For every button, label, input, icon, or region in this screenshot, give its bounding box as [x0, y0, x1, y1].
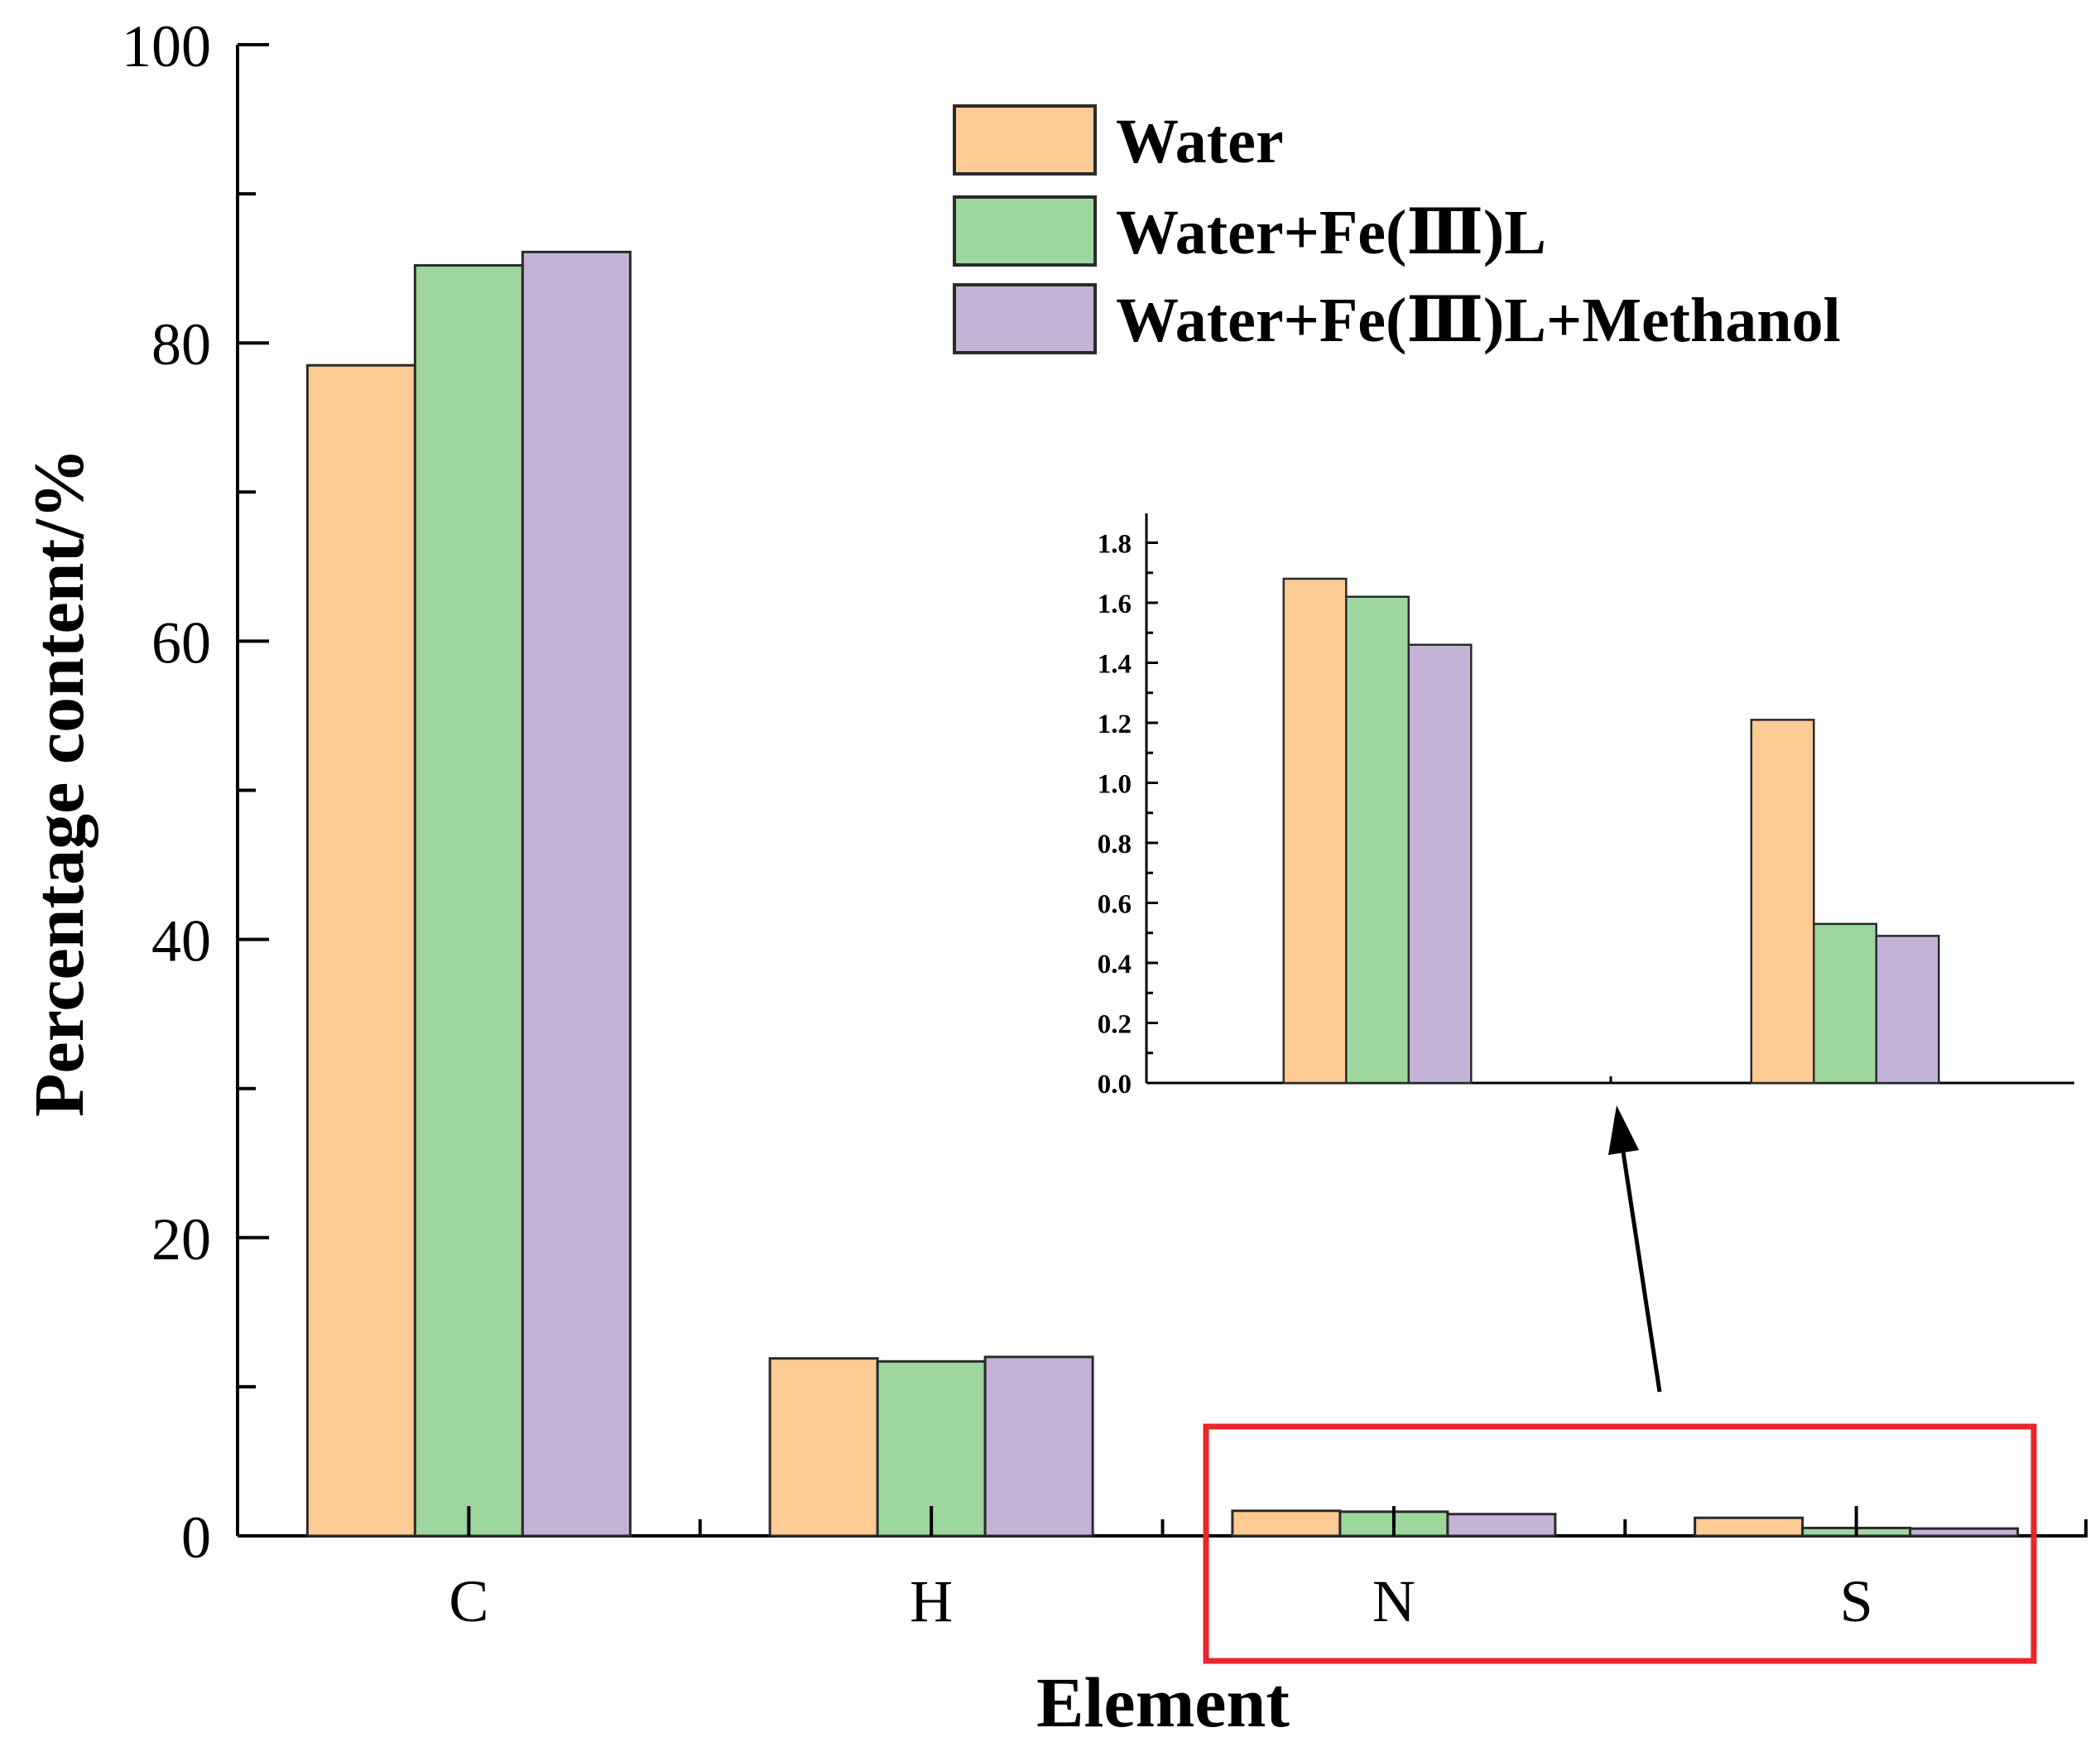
annotations [1203, 1105, 2037, 1664]
inset-y-tick-label: 1.6 [1098, 590, 1132, 619]
inset-bar-N-series-2 [1345, 595, 1410, 1085]
inset-y-tick-label: 1.0 [1098, 770, 1132, 800]
bar-C-series-3 [521, 250, 632, 1538]
inset-y-tick-label: 1.2 [1098, 710, 1132, 739]
y-axis-label: Percentage content/% [19, 448, 99, 1117]
y-tick-label: 0 [181, 1504, 211, 1571]
legend-swatch-2 [953, 195, 1097, 267]
bar-H-series-1 [768, 1357, 879, 1538]
x-tick-label: C [449, 1568, 488, 1634]
inset-y-tick-label: 0.6 [1098, 890, 1132, 920]
inset-y-tick-label: 0.0 [1098, 1070, 1132, 1100]
inset-bar-N-series-1 [1282, 577, 1348, 1085]
legend-label-2: Water+Fe(Ⅲ)L [1116, 198, 1546, 267]
main-plot: 0 20 40 60 80 100 C H N S Element Percentage conten… [19, 13, 2088, 1742]
inset-y-tick-label: 0.4 [1098, 950, 1132, 979]
bar-S-series-1 [1694, 1516, 1804, 1538]
legend: Water Water+Fe(Ⅲ)L Water+Fe(Ⅲ)L+Methanol [953, 104, 1841, 355]
legend-swatch-3 [953, 283, 1097, 354]
inset-bar-N-series-3 [1407, 643, 1473, 1085]
inset-y-tick-label: 0.2 [1098, 1010, 1132, 1040]
legend-label-1: Water [1116, 107, 1284, 176]
x-tick-label: S [1840, 1568, 1873, 1634]
y-tick-label: 60 [151, 609, 211, 676]
bar-N-series-1 [1231, 1509, 1342, 1538]
inset-y-tick-label: 0.8 [1098, 830, 1132, 859]
x-tick-label: H [910, 1568, 953, 1634]
inset-bar-S-series-3 [1875, 935, 1940, 1085]
highlight-box [1203, 1423, 2037, 1664]
legend-label-3: Water+Fe(Ⅲ)L+Methanol [1116, 286, 1841, 355]
inset-plot: 0.0 0.2 0.4 0.6 0.8 1.0 1.2 1.4 1.6 1.8 [1098, 513, 2074, 1100]
y-tick-label: 20 [151, 1206, 211, 1273]
bar-S-series-3 [1909, 1527, 2020, 1538]
y-tick-label: 80 [151, 311, 211, 378]
bar-N-series-3 [1446, 1513, 1557, 1538]
bar-H-series-3 [983, 1355, 1094, 1538]
zoom-arrow-head [1608, 1105, 1639, 1155]
x-tick-label: N [1372, 1568, 1415, 1634]
bar-C-series-2 [413, 264, 524, 1538]
inset-bar-S-series-2 [1813, 922, 1877, 1085]
y-tick-label: 100 [122, 13, 211, 79]
x-axis-label: Element [1036, 1663, 1290, 1742]
bar-C-series-1 [305, 363, 416, 1538]
inset-y-tick-label: 1.8 [1098, 530, 1132, 560]
inset-y-tick-label: 1.4 [1098, 650, 1132, 680]
inset-bar-S-series-1 [1750, 719, 1815, 1085]
zoom-arrow-shaft [1620, 1146, 1662, 1393]
y-tick-label: 40 [151, 908, 211, 975]
legend-swatch-1 [953, 104, 1097, 176]
